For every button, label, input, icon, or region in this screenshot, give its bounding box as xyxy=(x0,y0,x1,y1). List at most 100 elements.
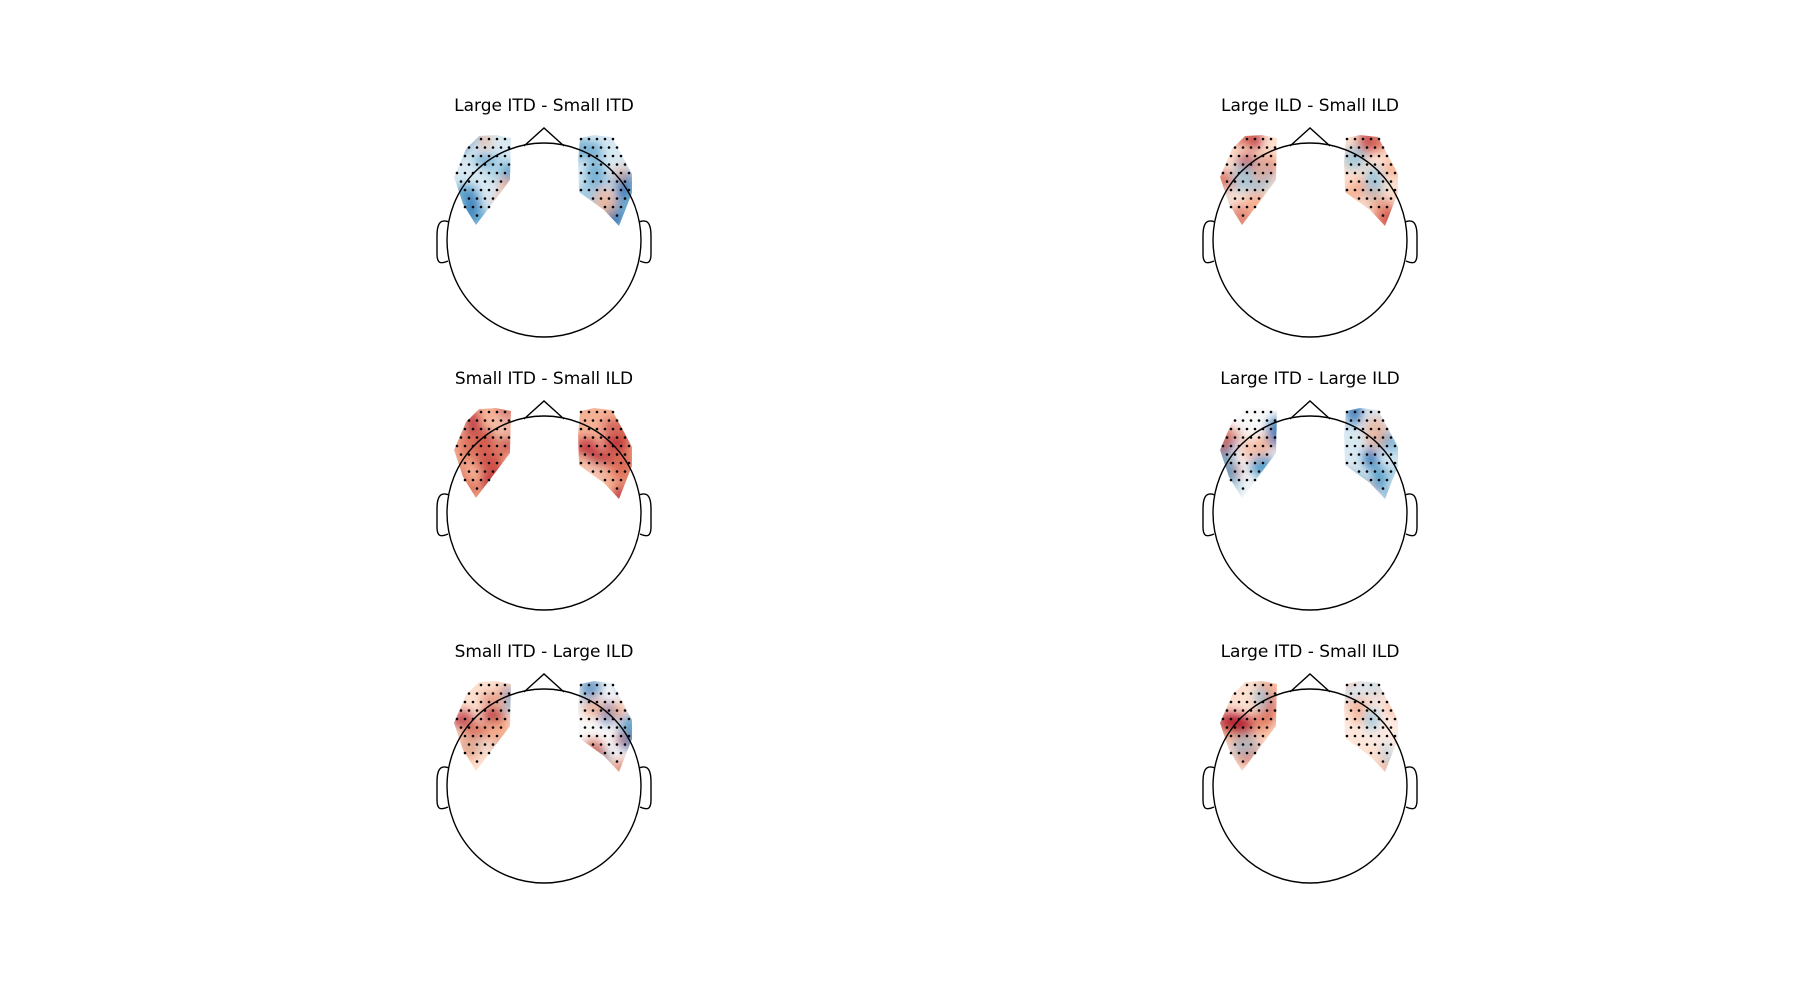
topomap-4: Small ITD - Large ILD xyxy=(414,642,674,892)
sensor-dot xyxy=(1365,180,1369,183)
sensor-dot xyxy=(607,163,611,166)
sensor-dot xyxy=(471,734,475,738)
sensor-dot xyxy=(1369,427,1373,431)
sensor-dot xyxy=(615,743,619,746)
sensor-dot xyxy=(587,427,591,431)
sensor-dot xyxy=(1361,410,1365,414)
sensor-dot xyxy=(1373,743,1377,746)
sensor-dot xyxy=(487,683,491,687)
sensor-dot xyxy=(1253,410,1257,414)
sensor-dot xyxy=(595,410,599,414)
sensor-dot xyxy=(587,410,591,414)
sensor-dot xyxy=(467,470,471,473)
sensor-dot xyxy=(1229,717,1233,721)
sensor-dot xyxy=(1377,427,1381,431)
sensor-dot xyxy=(475,709,479,712)
sensor-dot xyxy=(1261,461,1265,465)
sensor-dot xyxy=(611,734,615,738)
sensor-dot xyxy=(499,419,503,422)
sensor-dot xyxy=(1377,188,1381,192)
sensor-dot xyxy=(1245,751,1249,755)
sensor-dot xyxy=(603,700,607,704)
sensor-dot xyxy=(603,751,607,755)
sensor-dot xyxy=(603,717,607,721)
sensor-dot xyxy=(1389,197,1393,200)
sensor-dot xyxy=(479,717,483,721)
sensor-dot xyxy=(475,197,479,200)
sensor-dot xyxy=(1385,188,1389,192)
sensor-dot xyxy=(579,154,583,158)
sensor-dot xyxy=(467,146,471,149)
sensor-dot xyxy=(579,461,583,465)
sensor-dot xyxy=(611,751,615,755)
sensor-dot xyxy=(1357,436,1361,439)
sensor-dot xyxy=(1241,692,1245,695)
sensor-dot xyxy=(1265,692,1269,695)
sensor-dot xyxy=(619,427,623,431)
sensor-dot xyxy=(1361,427,1365,431)
nose-outline xyxy=(1289,127,1331,147)
sensor-dot xyxy=(1373,163,1377,166)
sensor-dot xyxy=(1261,444,1265,448)
sensor-dot xyxy=(1269,683,1273,687)
sensor-dot xyxy=(1365,692,1369,695)
sensor-dot xyxy=(1273,163,1277,166)
sensor-dot xyxy=(1385,171,1389,175)
sensor-dot xyxy=(491,436,495,439)
sensor-dot xyxy=(1257,180,1261,183)
sensor-dot xyxy=(1253,205,1257,209)
sensor-dot xyxy=(1253,444,1257,448)
sensor-dot xyxy=(603,427,607,431)
sensor-dot xyxy=(591,163,595,166)
sensor-dot xyxy=(1345,700,1349,704)
sensor-dot xyxy=(1357,146,1361,149)
topomap-head-plot xyxy=(1202,127,1418,338)
sensor-dot xyxy=(599,470,603,473)
sensor-dot xyxy=(475,180,479,183)
sensor-dot xyxy=(1245,427,1249,431)
left-ear-outline xyxy=(436,766,450,810)
sensor-dot xyxy=(455,444,459,448)
sensor-dot xyxy=(599,436,603,439)
sensor-dot xyxy=(1385,734,1389,738)
sensor-dot xyxy=(1225,180,1229,183)
sensor-dot xyxy=(1381,487,1385,490)
sensor-dot xyxy=(615,163,619,166)
sensor-dot xyxy=(475,743,479,746)
sensor-dot xyxy=(1253,427,1257,431)
sensor-dot xyxy=(491,180,495,183)
sensor-dot xyxy=(487,427,491,431)
sensor-dot xyxy=(1257,197,1261,200)
sensor-dot xyxy=(1385,717,1389,721)
sensor-dot xyxy=(1265,453,1269,456)
sensor-dot xyxy=(467,692,471,695)
sensor-dot xyxy=(1265,436,1269,439)
sensor-dot xyxy=(1365,436,1369,439)
sensor-dot xyxy=(1229,751,1233,755)
sensor-dot xyxy=(463,154,467,158)
sensor-dot xyxy=(1261,410,1265,414)
sensor-dot xyxy=(599,709,603,712)
sensor-dot xyxy=(483,453,487,456)
sensor-dot xyxy=(455,171,459,175)
sensor-dot xyxy=(1361,717,1365,721)
sensor-dot xyxy=(491,453,495,456)
topomap-title: Large ITD - Large ILD xyxy=(1220,369,1400,389)
sensor-dot xyxy=(1381,180,1385,183)
sensor-dot xyxy=(1389,709,1393,712)
head-outline xyxy=(1212,688,1408,884)
sensor-dot xyxy=(1393,461,1397,465)
sensor-dot xyxy=(587,444,591,448)
sensor-dot xyxy=(595,188,599,192)
sensor-dot xyxy=(471,461,475,465)
sensor-dot xyxy=(1381,743,1385,746)
sensor-dot xyxy=(611,410,615,414)
sensor-dot xyxy=(499,692,503,695)
sensor-dot xyxy=(1269,137,1273,141)
sensor-dot xyxy=(479,461,483,465)
right-ear-outline xyxy=(638,766,652,810)
sensor-dot xyxy=(579,137,583,141)
sensor-dot xyxy=(603,188,607,192)
sensor-dot xyxy=(1245,154,1249,158)
sensor-dot xyxy=(1349,180,1353,183)
